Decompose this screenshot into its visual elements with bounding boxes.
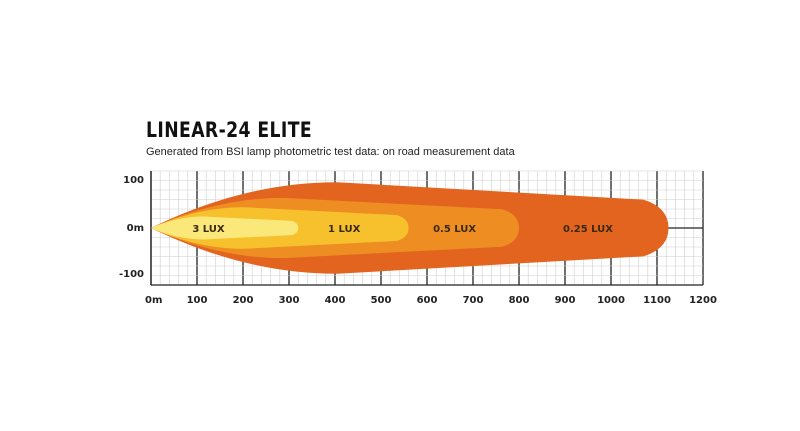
x-tick-label: 300 — [279, 295, 300, 306]
zone-label: 0.5 LUX — [433, 224, 476, 235]
chart-subtitle: Generated from BSI lamp photometric test… — [146, 146, 515, 158]
x-tick-labels: 0m 100 200 300 400 500 600 700 800 900 1000 1100 120… — [145, 295, 717, 306]
x-tick-label: 700 — [463, 295, 484, 306]
x-tick-label: 200 — [233, 295, 254, 306]
x-tick-label: 900 — [555, 295, 576, 306]
beam-zone-3-lux — [151, 216, 299, 240]
y-tick-label: 100 — [123, 175, 144, 186]
x-tick-label: 0m — [145, 295, 162, 306]
beam-zones — [151, 182, 669, 274]
x-tick-label: 400 — [325, 295, 346, 306]
y-tick-label: 0m — [127, 223, 144, 234]
zone-labels: 0.25 LUX 0.5 LUX 1 LUX 3 LUX — [192, 224, 613, 235]
x-tick-label: 800 — [509, 295, 530, 306]
x-tick-label: 1200 — [689, 295, 717, 306]
zone-label: 3 LUX — [192, 224, 225, 235]
x-tick-label: 100 — [187, 295, 208, 306]
x-tick-label: 1100 — [643, 295, 671, 306]
y-tick-label: -100 — [119, 269, 144, 280]
x-tick-label: 1000 — [597, 295, 625, 306]
zone-label: 0.25 LUX — [563, 224, 613, 235]
zone-label: 1 LUX — [328, 224, 361, 235]
x-tick-label: 600 — [417, 295, 438, 306]
y-tick-labels: 100 0m -100 — [119, 175, 144, 280]
x-tick-label: 500 — [371, 295, 392, 306]
chart-title: LINEAR-24 ELITE — [146, 118, 313, 142]
